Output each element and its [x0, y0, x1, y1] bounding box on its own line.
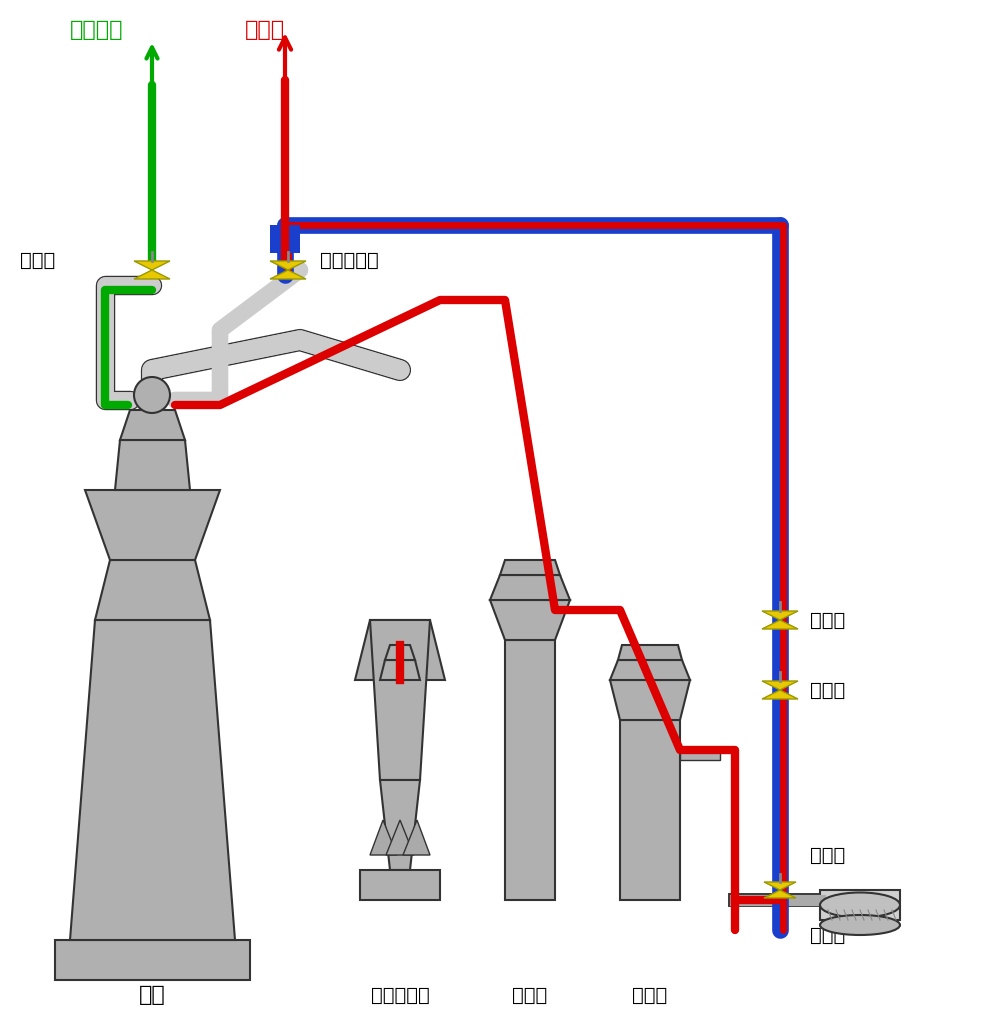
Polygon shape — [385, 645, 415, 660]
Text: 可切换模式: 可切换模式 — [320, 250, 379, 270]
Polygon shape — [490, 575, 570, 600]
Polygon shape — [403, 820, 430, 855]
Polygon shape — [134, 261, 170, 279]
Circle shape — [134, 377, 170, 413]
Text: 改进后: 改进后 — [245, 20, 285, 40]
Ellipse shape — [820, 915, 900, 935]
Text: 切断阀: 切断阀 — [810, 925, 845, 945]
Polygon shape — [85, 490, 220, 560]
Polygon shape — [500, 560, 560, 575]
Polygon shape — [490, 600, 570, 640]
Text: 自动阀: 自动阀 — [810, 610, 845, 630]
Text: 传统方式: 传统方式 — [70, 20, 124, 40]
Text: 旋风分离器: 旋风分离器 — [371, 986, 429, 1004]
Polygon shape — [120, 410, 185, 440]
Polygon shape — [355, 620, 445, 680]
Polygon shape — [762, 681, 798, 699]
Polygon shape — [764, 882, 796, 898]
Polygon shape — [70, 620, 235, 941]
Polygon shape — [386, 820, 414, 855]
Text: 排气阀: 排气阀 — [20, 250, 55, 270]
Polygon shape — [620, 720, 680, 900]
Polygon shape — [95, 560, 210, 620]
Polygon shape — [380, 660, 420, 680]
Polygon shape — [610, 680, 690, 720]
Polygon shape — [610, 660, 690, 680]
Polygon shape — [380, 780, 420, 870]
Polygon shape — [370, 820, 397, 855]
Text: 高炉: 高炉 — [139, 985, 166, 1005]
Polygon shape — [505, 640, 555, 900]
Polygon shape — [370, 620, 430, 780]
Polygon shape — [115, 440, 190, 490]
Text: 煤气柜: 煤气柜 — [810, 846, 845, 864]
Bar — [270, 225, 300, 253]
Polygon shape — [360, 870, 440, 900]
Polygon shape — [618, 645, 682, 660]
Ellipse shape — [820, 892, 900, 918]
Text: 除雾器: 除雾器 — [632, 986, 667, 1004]
Polygon shape — [762, 611, 798, 629]
Bar — [820, 890, 900, 920]
Text: 洗涤器: 洗涤器 — [513, 986, 548, 1004]
Polygon shape — [270, 261, 306, 279]
Text: 手动阀: 手动阀 — [810, 680, 845, 700]
Polygon shape — [55, 941, 250, 980]
Polygon shape — [680, 750, 720, 760]
